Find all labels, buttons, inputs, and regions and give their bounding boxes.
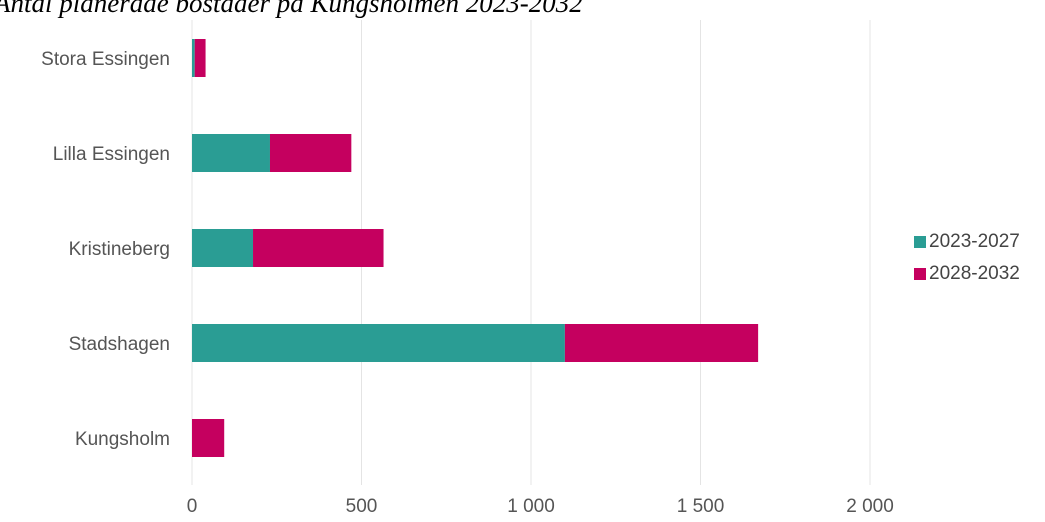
legend-label: 2023-2027 bbox=[929, 231, 1020, 252]
legend-label: 2028-2032 bbox=[929, 263, 1020, 284]
bars bbox=[192, 39, 759, 457]
bar-segment bbox=[564, 324, 759, 362]
legend: 2023-2027 2028-2032 bbox=[914, 231, 1020, 284]
legend-swatch bbox=[914, 268, 926, 280]
bar-segment bbox=[192, 419, 225, 457]
bar-segment bbox=[192, 229, 254, 267]
x-tick-label: 1 000 bbox=[507, 496, 555, 517]
bar-segment bbox=[269, 134, 352, 172]
legend-swatch bbox=[914, 236, 926, 248]
x-tick-label: 1 500 bbox=[677, 496, 725, 517]
x-tick-label: 2 000 bbox=[846, 496, 894, 517]
category-label: Kungsholm bbox=[75, 429, 170, 450]
category-label: Stora Essingen bbox=[41, 49, 170, 70]
category-labels: Stora Essingen Lilla Essingen Kristineberg… bbox=[41, 49, 170, 450]
chart-title: Antal planerade bostäder på Kungsholmen … bbox=[0, 0, 583, 18]
bar-segment bbox=[194, 39, 206, 77]
bar-segment bbox=[192, 39, 195, 77]
x-tick-label: 500 bbox=[346, 496, 378, 517]
x-tick-label: 0 bbox=[187, 496, 198, 517]
category-label: Lilla Essingen bbox=[53, 144, 170, 165]
bar-segment bbox=[192, 324, 565, 362]
category-label: Kristineberg bbox=[69, 239, 170, 260]
bar-segment bbox=[253, 229, 384, 267]
x-tick-labels: 0 500 1 000 1 500 2 000 bbox=[187, 496, 894, 517]
category-label: Stadshagen bbox=[69, 334, 170, 355]
bar-segment bbox=[192, 134, 270, 172]
